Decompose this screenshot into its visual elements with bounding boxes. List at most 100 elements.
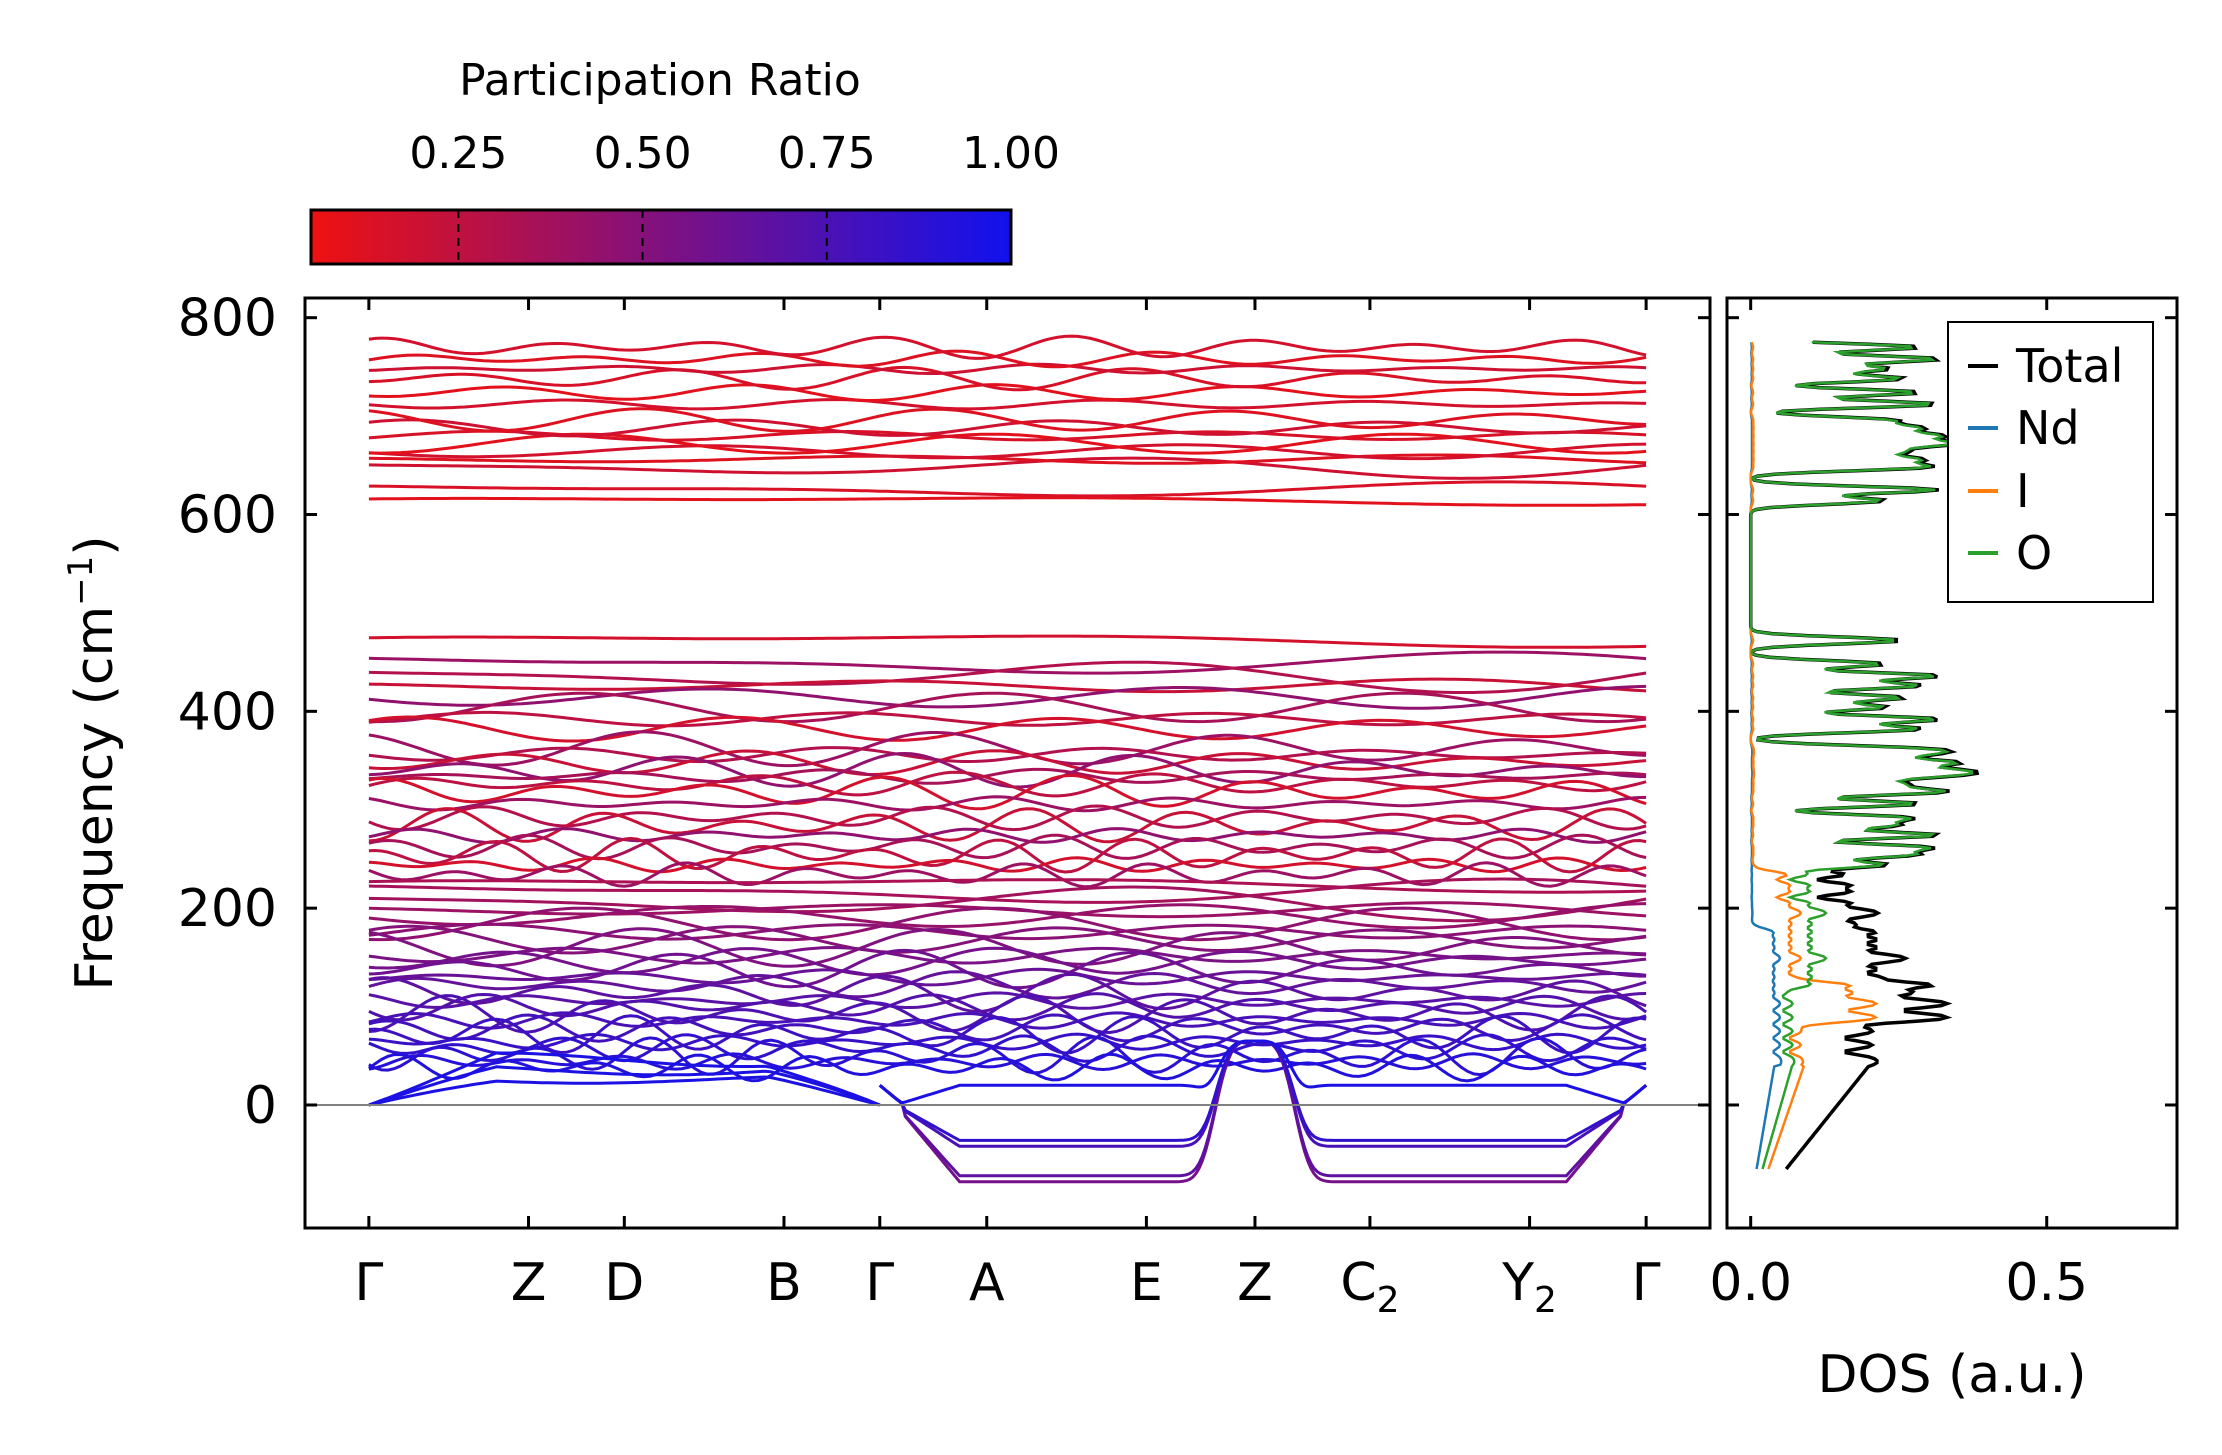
high-frequency-band [368,407,1647,433]
dos-panel: 0.0 0.5 DOS (a.u.) Total Nd I O [1709,296,2179,1405]
frequency-tick-label: 800 [178,289,277,349]
high-frequency-band [368,480,1647,498]
low-frequency-band [368,924,1647,955]
frequency-tick-label: 0 [244,1076,277,1136]
mid-frequency-band [368,770,1647,798]
dos-curve-i [1749,341,1879,1170]
high-frequency-band [368,496,1647,507]
low-frequency-band [368,906,1647,942]
imaginary-branch [878,1039,1648,1105]
low-frequency-band [368,945,1647,965]
acoustic-branch [368,1075,881,1107]
mid-frequency-band [368,856,1647,874]
high-frequency-band [368,365,1647,392]
mid-frequency-band [368,836,1647,874]
low-frequency-band [368,1013,1647,1043]
mid-frequency-band [368,833,1647,861]
mid-frequency-band [368,684,1647,710]
kpoint-label: B [766,1253,802,1313]
high-frequency-band [368,349,1647,369]
mid-frequency-band [368,807,1647,844]
high-frequency-band [368,362,1647,375]
kpoint-label: Γ [354,1253,383,1313]
kpath-axis: Γ Z D B Γ A E Z C2 Y2 Γ [354,298,1661,1321]
legend-label-i: I [2016,464,2030,518]
frequency-tick-label: 600 [178,486,277,546]
phonon-bands [368,334,1648,1184]
dos-curves [1748,340,1980,1171]
mid-frequency-band [368,730,1647,768]
legend-label-o: O [2016,526,2052,580]
mid-frequency-band [368,795,1647,813]
low-frequency-band [368,1032,1647,1052]
kpoint-label: Z [1237,1253,1273,1313]
legend-label-nd: Nd [2016,401,2080,455]
dos-curve-o [1749,341,1974,1170]
high-frequency-band [368,398,1647,411]
band-axes-frame [303,296,1712,1230]
frequency-tick-label: 200 [178,879,277,939]
colorbar-ticks: 0.25 0.50 0.75 1.00 [409,128,1060,264]
mid-frequency-band [368,804,1647,832]
frequency-axis-label: Frequency (cm−1) [61,535,125,990]
mid-frequency-band [368,660,1647,694]
low-frequency-band [368,1011,1647,1030]
high-frequency-band [368,442,1647,461]
mid-frequency-band [368,773,1647,811]
high-frequency-band [368,432,1647,455]
colorbar-tick-label: 0.25 [409,128,507,179]
high-frequency-band [368,334,1647,360]
mid-frequency-band [368,861,1647,889]
dos-tick-label: 0.0 [1709,1253,1792,1313]
colorbar-label: Participation Ratio [459,55,861,106]
high-frequency-band [368,456,1647,480]
frequency-axis: 0 200 400 600 800 [178,289,1710,1136]
low-frequency-band [368,991,1647,1010]
mid-frequency-band [368,677,1647,694]
mid-frequency-band [368,749,1647,776]
low-frequency-band [368,967,1647,987]
high-frequency-band [368,453,1647,465]
mid-frequency-band [368,746,1647,764]
low-frequency-band [368,902,1647,930]
low-frequency-band [368,927,1647,968]
dos-curve-nd [1749,342,1783,1170]
dos-axis-label: DOS (a.u.) [1818,1345,2087,1405]
kpoint-label: E [1130,1253,1163,1313]
low-frequency-band [368,885,1647,923]
high-frequency-band [368,418,1647,438]
dos-axes: 0.0 0.5 [1709,298,2177,1313]
kpoint-label: A [969,1253,1005,1313]
low-frequency-band [368,922,1647,941]
low-frequency-band [368,1014,1647,1055]
colorbar-tick-label: 0.50 [594,128,692,179]
low-frequency-band [368,994,1647,1035]
mid-frequency-band [368,715,1647,743]
kpoint-label: C2 [1340,1253,1399,1321]
mid-frequency-band [368,691,1647,724]
low-frequency-band [368,878,1647,894]
low-frequency-band [368,1033,1647,1063]
dos-axes-frame [1725,296,2179,1230]
low-frequency-band [368,946,1647,977]
colorbar: Participation Ratio 0.25 0.50 0.75 1.00 [309,55,1060,266]
dos-curve-total [1748,340,1980,1171]
mid-frequency-band [368,767,1647,785]
dos-legend: Total Nd I O [1947,321,2154,603]
high-frequency-band [368,383,1647,402]
low-frequency-band [368,1052,1647,1083]
kpoint-label: Z [511,1253,547,1313]
low-frequency-band [368,970,1647,1000]
mid-frequency-band [368,634,1647,649]
low-frequency-band [368,877,1647,904]
kpoint-label: D [604,1253,644,1313]
colorbar-tick-label: 1.00 [962,128,1060,179]
legend-frame [1947,321,2154,603]
acoustic-branch [368,1065,881,1107]
legend-label-total: Total [2015,339,2123,393]
frequency-tick-label: 400 [178,682,277,742]
kpoint-label: Γ [1632,1253,1661,1313]
dos-tick-label: 0.5 [2005,1253,2088,1313]
